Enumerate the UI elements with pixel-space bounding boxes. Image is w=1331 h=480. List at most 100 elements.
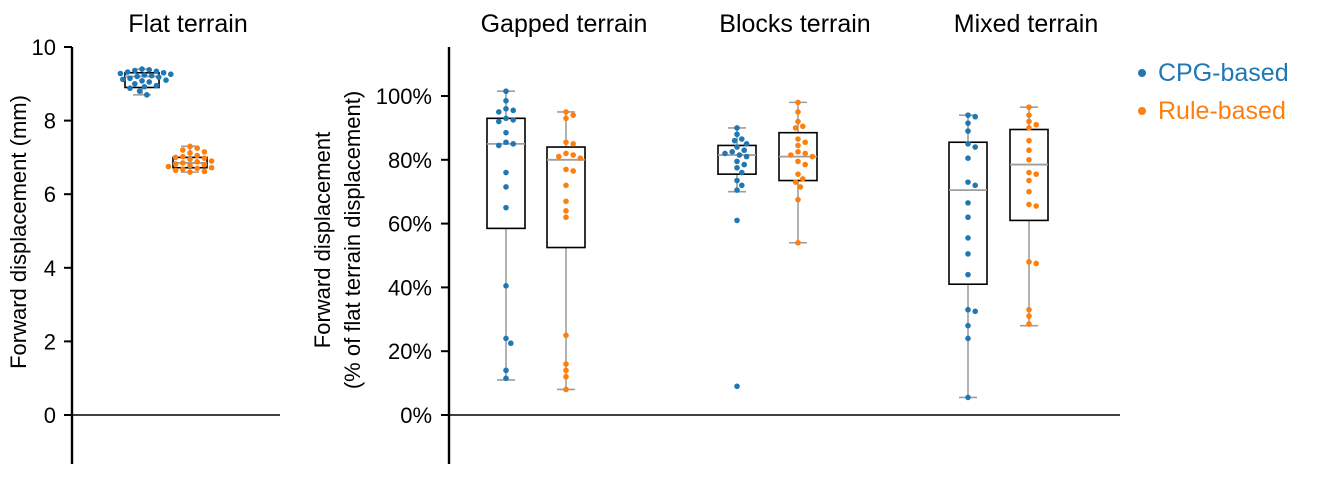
box-cpg-point xyxy=(734,164,740,171)
box-rule-point xyxy=(563,373,569,380)
box-rule-point xyxy=(563,214,569,221)
box-cpg-box xyxy=(948,141,988,286)
box-cpg-point xyxy=(503,97,509,104)
panel-title: Blocks terrain xyxy=(719,10,870,38)
box-cpg-point xyxy=(965,306,971,313)
box-rule-point xyxy=(788,152,794,158)
box-cpg-point xyxy=(741,147,747,154)
box-cpg-point xyxy=(127,85,133,92)
box-cpg-point xyxy=(965,271,971,278)
y-tick-label-0: 6 xyxy=(44,182,56,207)
box-rule-point xyxy=(201,149,208,155)
box-rule-point xyxy=(180,153,186,160)
panel-title: Gapped terrain xyxy=(481,10,648,38)
box-rule-point xyxy=(797,184,804,190)
box-cpg-point xyxy=(510,117,516,123)
box-cpg-point xyxy=(965,200,971,206)
box-cpg-point xyxy=(503,184,509,190)
box-rule-point xyxy=(180,160,186,166)
box-rule-point xyxy=(194,145,200,151)
box-cpg-point xyxy=(965,141,971,147)
box-cpg-point xyxy=(972,113,978,120)
box-rule-point xyxy=(194,165,200,172)
box-cpg-point xyxy=(496,142,502,149)
box-cpg-point xyxy=(965,120,971,126)
legend-label-rule: Rule-based xyxy=(1158,96,1286,125)
box-cpg-point xyxy=(503,367,509,374)
box-rule-point xyxy=(1033,203,1039,209)
box-rule-point xyxy=(563,198,569,205)
box-rule-point xyxy=(795,171,801,177)
y-tick-label-0: 2 xyxy=(44,329,56,354)
box-cpg-point xyxy=(141,83,148,90)
box-cpg-point xyxy=(965,251,971,257)
box-cpg-point xyxy=(965,322,971,329)
box-cpg-point xyxy=(141,72,148,78)
box-cpg-point xyxy=(503,115,509,122)
box-cpg-point xyxy=(496,118,502,125)
box-rule-point xyxy=(180,166,186,172)
y-axis-label-1-line1: (% of flat terrain displacement) xyxy=(340,91,365,389)
box-rule-point xyxy=(187,162,193,169)
box-rule-point xyxy=(809,153,816,160)
box-cpg-point xyxy=(734,131,740,138)
box-cpg-point xyxy=(503,283,509,289)
box-rule-box xyxy=(546,146,586,249)
box-cpg-point xyxy=(153,82,160,89)
legend-marker-rule xyxy=(1138,107,1146,115)
box-rule-point xyxy=(165,163,172,170)
box-cpg-point xyxy=(510,141,516,147)
box-cpg-point xyxy=(734,144,740,150)
box-cpg-point xyxy=(743,141,750,147)
box-rule-point xyxy=(1026,118,1032,125)
box-cpg-point xyxy=(734,217,740,224)
box-rule-point xyxy=(563,367,569,374)
box-rule-point xyxy=(563,115,569,122)
box-cpg-point xyxy=(146,79,152,85)
box-cpg-point xyxy=(965,335,971,342)
box-rule-point xyxy=(1026,125,1032,131)
box-rule-point xyxy=(172,154,179,161)
box-cpg-point xyxy=(965,214,971,221)
y-tick-label-1: 80% xyxy=(388,148,432,173)
box-cpg-point xyxy=(503,129,509,136)
box-rule-point xyxy=(563,386,569,393)
panel-title: Flat terrain xyxy=(128,10,247,38)
y-tick-label-0: 10 xyxy=(32,35,56,60)
box-rule-point xyxy=(795,118,801,125)
box-rule-point xyxy=(570,168,576,174)
box-rule-point xyxy=(201,155,208,161)
y-tick-label-1: 40% xyxy=(388,275,432,300)
box-rule-point xyxy=(795,196,801,203)
box-rule-point xyxy=(563,208,569,214)
box-cpg-point xyxy=(136,88,143,94)
legend-item-cpg: CPG-based xyxy=(1138,54,1289,92)
box-cpg-point xyxy=(972,182,978,189)
box-cpg-point xyxy=(503,139,509,146)
box-rule-point xyxy=(563,332,569,339)
box-cpg-point xyxy=(156,74,162,80)
panel-title: Mixed terrain xyxy=(954,10,1099,38)
box-rule-point xyxy=(194,152,200,159)
box-cpg-point xyxy=(965,235,971,241)
box-cpg-point xyxy=(160,69,167,76)
box-rule-point xyxy=(1026,259,1032,265)
box-rule-point xyxy=(172,161,179,167)
legend-marker-cpg xyxy=(1138,69,1146,77)
box-cpg-point xyxy=(127,75,133,82)
box-cpg-point xyxy=(144,92,150,98)
box-cpg-point xyxy=(124,69,131,75)
box-rule-point xyxy=(800,123,806,130)
box-cpg-point xyxy=(148,72,155,79)
y-tick-label-0: 0 xyxy=(44,403,56,428)
box-cpg-point xyxy=(965,128,971,134)
box-rule-point xyxy=(792,179,799,185)
box-cpg-point xyxy=(503,204,509,211)
box-rule-point xyxy=(563,361,569,367)
box-rule-point xyxy=(180,147,186,153)
box-rule-point xyxy=(563,166,569,173)
box-rule-point xyxy=(570,141,576,147)
box-rule-point xyxy=(208,164,215,171)
box-cpg-point xyxy=(965,155,971,162)
box-cpg-point xyxy=(168,71,174,78)
